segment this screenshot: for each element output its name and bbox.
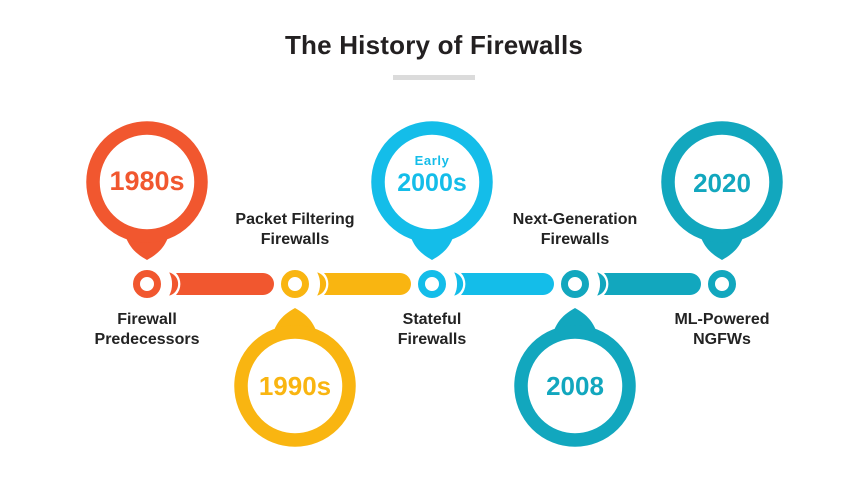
timeline-segment-3 xyxy=(461,273,554,295)
year-text: 2000s xyxy=(397,169,467,197)
milestone-year-2020: 2020 xyxy=(652,169,792,197)
segment-sliver-1 xyxy=(169,272,179,296)
pin-circle-1980s xyxy=(86,121,208,243)
label-line: NGFWs xyxy=(693,331,751,348)
label-line: Stateful xyxy=(402,311,462,328)
pin-circle-2000s xyxy=(371,121,493,243)
label-line: Next-Generation xyxy=(512,211,638,228)
timeline-segment-1 xyxy=(176,273,274,295)
timeline-node-2020 xyxy=(708,270,736,298)
title-divider xyxy=(393,75,475,80)
segment-sliver-3 xyxy=(454,272,464,296)
milestone-year-2008: 2008 xyxy=(505,372,645,400)
year-text: 1980s xyxy=(109,166,185,196)
pin-circle-1990s xyxy=(234,325,356,447)
timeline-node-1980s xyxy=(133,270,161,298)
label-line: Packet Filtering xyxy=(235,211,355,228)
segment-sliver-2 xyxy=(317,272,327,296)
milestone-label-ml-powered-ngfws: ML-Powered NGFWs xyxy=(627,310,817,350)
timeline-segment-2 xyxy=(324,273,411,295)
timeline-segment-4 xyxy=(604,273,701,295)
label-line: Firewalls xyxy=(397,331,467,348)
milestone-year-1990s: 1990s xyxy=(225,372,365,400)
milestone-year-1980s: 1980s xyxy=(77,167,217,195)
milestone-year-2000s: Early 2000s xyxy=(362,153,502,197)
label-line: Firewalls xyxy=(260,231,330,248)
timeline-node-2008 xyxy=(561,270,589,298)
year-prefix-text: Early xyxy=(414,153,450,168)
timeline-node-2000s xyxy=(418,270,446,298)
pin-circle-2008 xyxy=(514,325,636,447)
year-text: 1990s xyxy=(258,371,332,401)
pin-circle-2020 xyxy=(661,121,783,243)
milestone-label-packet-filtering-firewalls: Packet Filtering Firewalls xyxy=(200,210,390,250)
label-line: Predecessors xyxy=(94,331,200,348)
timeline-node-1990s xyxy=(281,270,309,298)
year-text: 2020 xyxy=(693,168,751,198)
page-title: The History of Firewalls xyxy=(284,30,584,60)
milestone-label-stateful-firewalls: Stateful Firewalls xyxy=(337,310,527,350)
label-line: ML-Powered xyxy=(674,311,770,328)
label-line: Firewalls xyxy=(540,231,610,248)
segment-sliver-4 xyxy=(597,272,607,296)
milestone-label-next-generation-firewalls: Next-Generation Firewalls xyxy=(480,210,670,250)
label-line: Firewall xyxy=(117,311,177,328)
year-text: 2008 xyxy=(546,371,604,401)
milestone-label-firewall-predecessors: Firewall Predecessors xyxy=(52,310,242,350)
